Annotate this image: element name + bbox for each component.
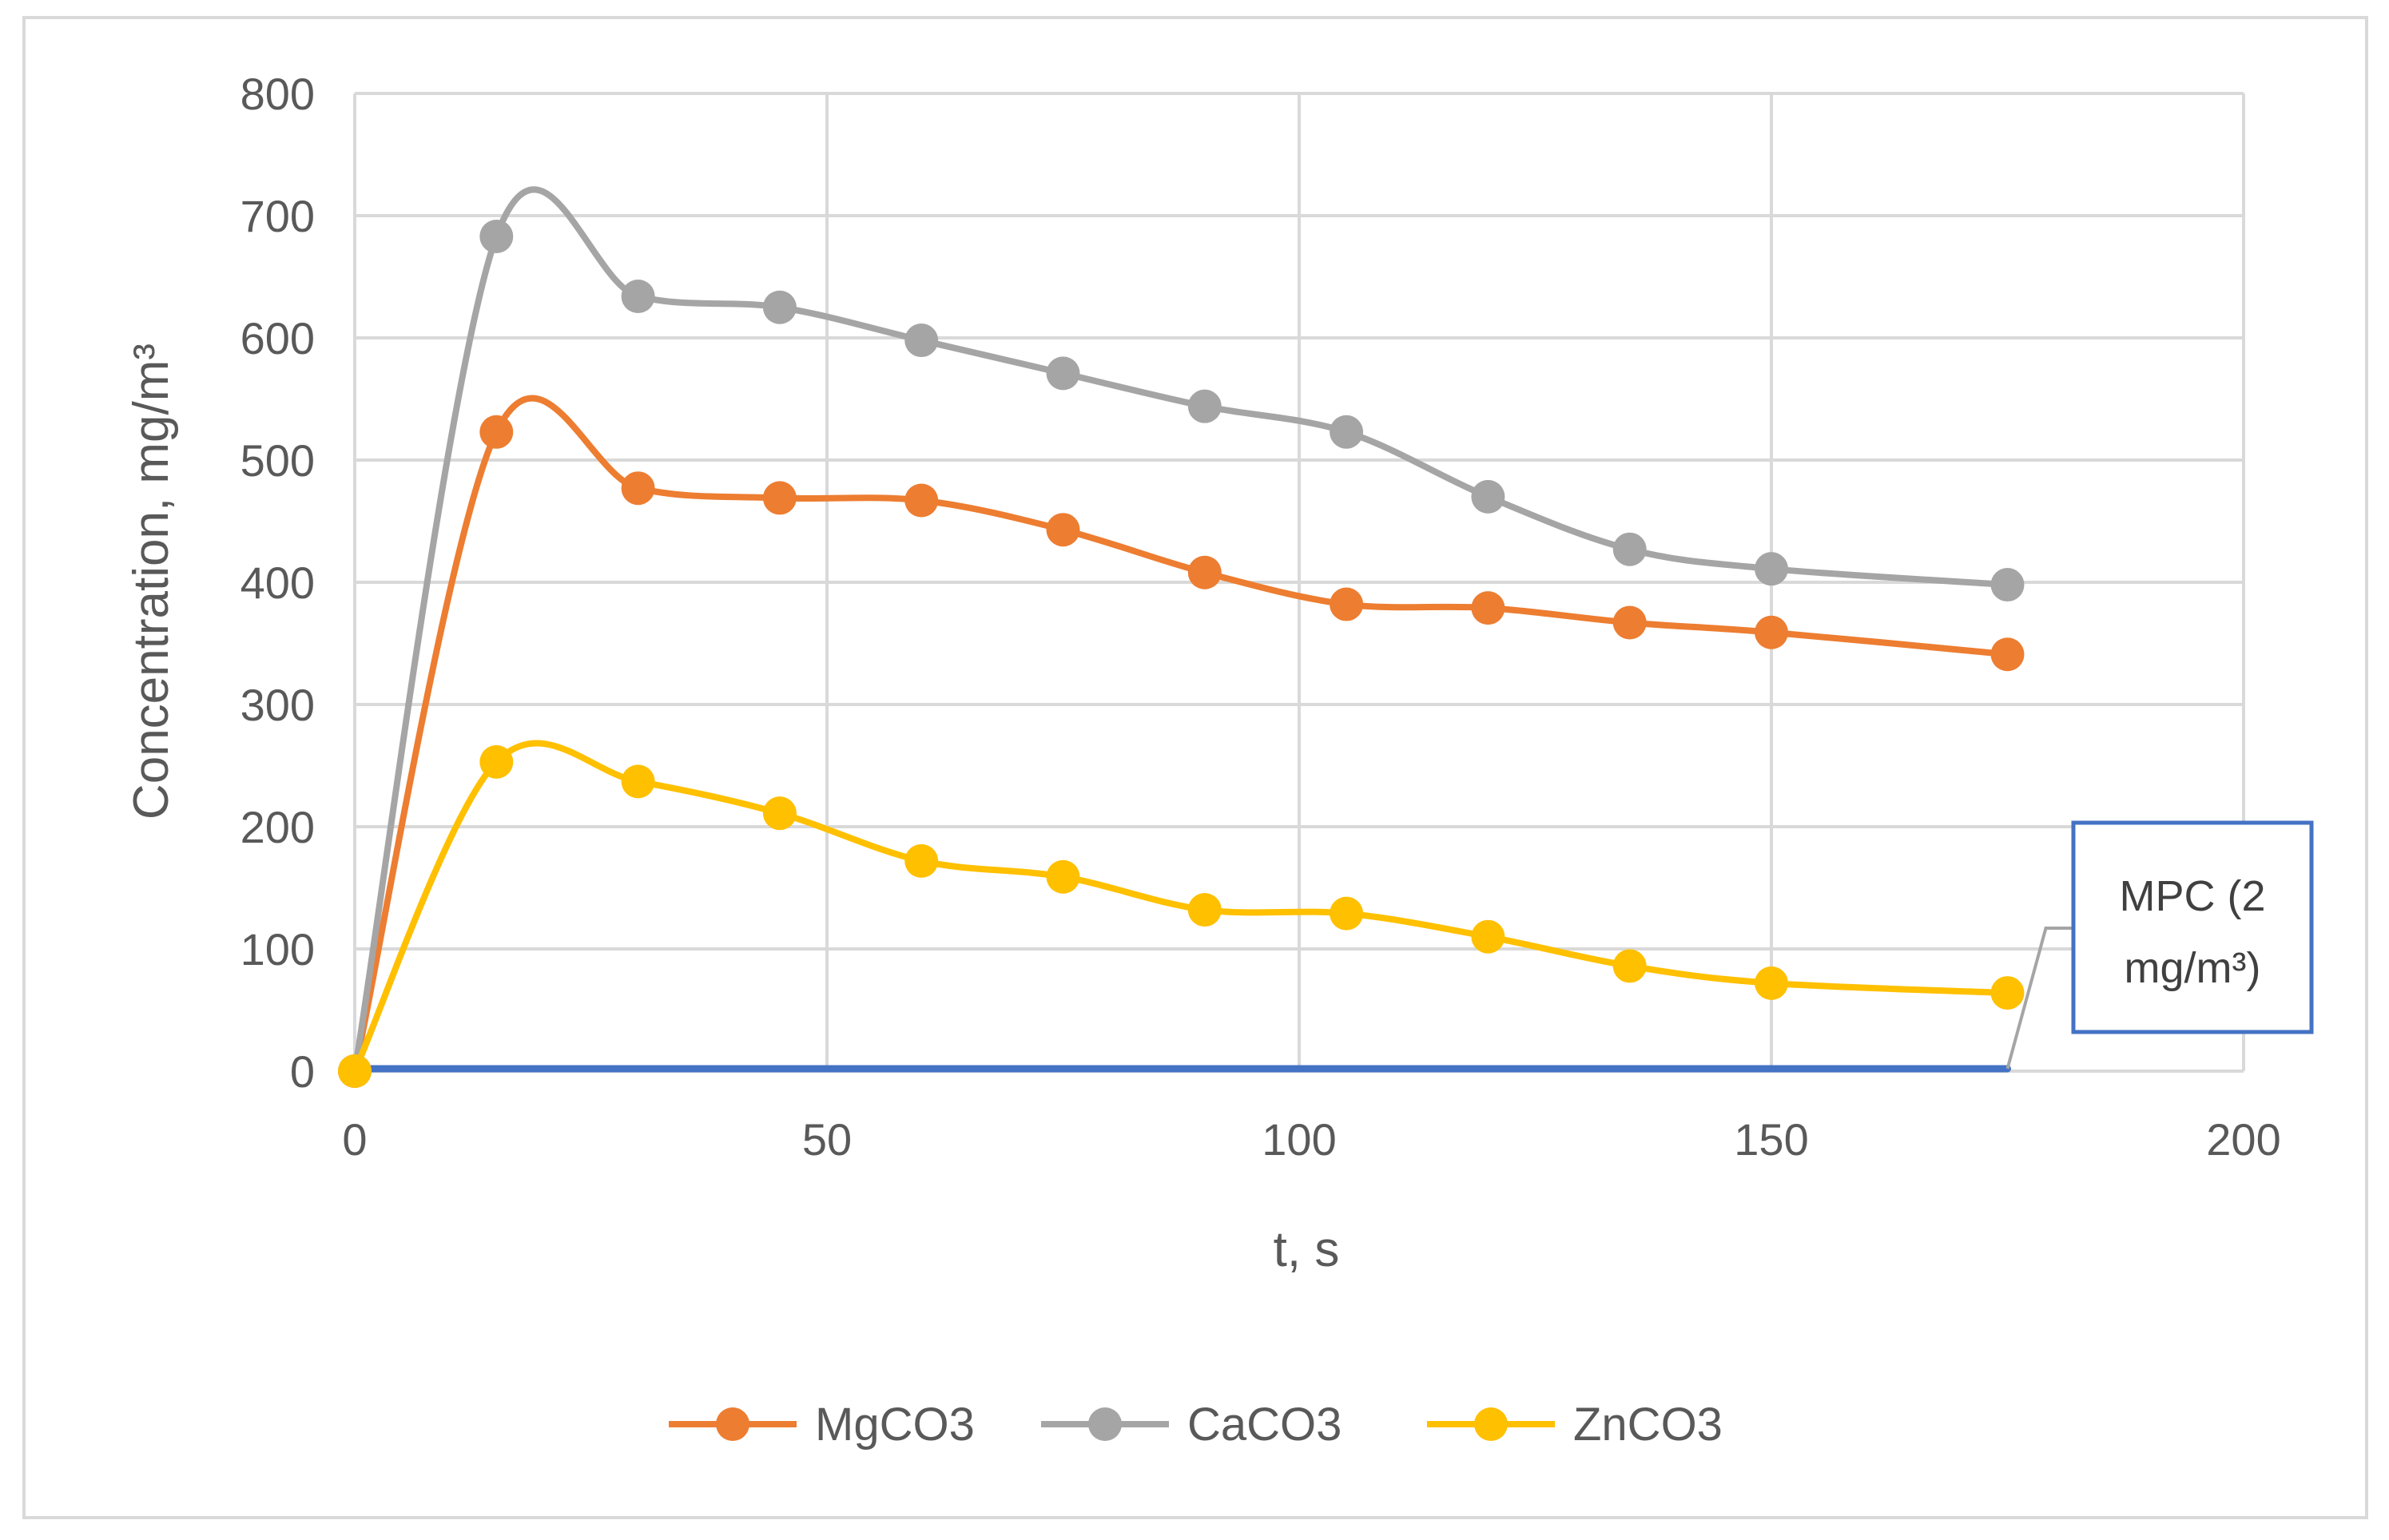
point-mgco3-135 (1612, 605, 1647, 640)
annotation-leader-line (2005, 927, 2073, 1070)
y-axis-title: Concentration, mg/m³ (124, 343, 179, 820)
point-znco3-0 (338, 1054, 372, 1088)
point-caco3-175 (1990, 568, 2025, 602)
point-znco3-105 (1330, 896, 1364, 931)
y-tick-label-200: 200 (240, 802, 315, 852)
point-mgco3-45 (762, 481, 797, 515)
legend-item-mgco3: MgCO3 (669, 1399, 975, 1451)
point-mgco3-75 (1046, 513, 1080, 547)
annotation-text-line2: mg/m³) (2125, 944, 2261, 992)
y-tick-label-700: 700 (240, 191, 315, 241)
mpc-annotation: MPC (2 mg/m³) (2005, 820, 2314, 1070)
point-caco3-15 (479, 220, 514, 254)
y-tick-label-0: 0 (290, 1046, 315, 1097)
point-mgco3-30 (621, 471, 655, 506)
y-tick-label-100: 100 (240, 924, 315, 974)
chart-border (22, 16, 2368, 1519)
legend: MgCO3 CaCO3 ZnCO3 (669, 1399, 1723, 1451)
legend-item-znco3: ZnCO3 (1427, 1399, 1723, 1451)
point-znco3-90 (1187, 893, 1222, 927)
point-caco3-105 (1330, 415, 1364, 449)
legend-marker-mgco3 (716, 1407, 749, 1441)
point-caco3-75 (1046, 356, 1080, 391)
point-znco3-15 (479, 744, 514, 779)
point-caco3-45 (762, 290, 797, 324)
point-caco3-120 (1471, 479, 1505, 514)
y-tick-label-300: 300 (240, 680, 315, 730)
point-caco3-150 (1755, 552, 1788, 586)
point-znco3-45 (762, 796, 797, 831)
point-caco3-30 (621, 279, 655, 313)
point-znco3-135 (1612, 949, 1647, 983)
legend-label-znco3: ZnCO3 (1573, 1399, 1723, 1451)
markers (338, 220, 2025, 1088)
y-tick-label-400: 400 (240, 558, 315, 608)
y-tick-label-600: 600 (240, 313, 315, 363)
annotation-box (2071, 820, 2314, 1034)
x-tick-label-150: 150 (1734, 1114, 1808, 1165)
point-mgco3-175 (1990, 637, 2025, 672)
x-axis-title: t, s (1274, 1222, 1340, 1277)
x-tick-label-200: 200 (2206, 1114, 2280, 1165)
x-tick-label-100: 100 (1262, 1114, 1336, 1165)
series-line-znco3 (352, 740, 2011, 1074)
point-mgco3-105 (1330, 587, 1364, 621)
point-znco3-30 (621, 764, 655, 799)
y-tick-label-500: 500 (240, 435, 315, 486)
point-mgco3-15 (479, 415, 514, 449)
point-znco3-175 (1990, 976, 2025, 1010)
y-tick-label-800: 800 (240, 69, 315, 119)
point-znco3-120 (1471, 919, 1505, 954)
point-mgco3-120 (1471, 591, 1505, 625)
point-mgco3-150 (1755, 615, 1788, 649)
legend-marker-caco3 (1088, 1407, 1122, 1441)
legend-item-caco3: CaCO3 (1041, 1399, 1342, 1451)
legend-label-caco3: CaCO3 (1187, 1399, 1342, 1451)
point-caco3-135 (1612, 532, 1647, 566)
point-caco3-90 (1187, 389, 1222, 423)
point-mgco3-90 (1187, 555, 1222, 589)
point-mgco3-60 (904, 483, 939, 518)
annotation-text-line1: MPC (2 (2119, 872, 2265, 920)
x-tick-label-50: 50 (802, 1114, 852, 1165)
point-caco3-60 (904, 323, 939, 358)
legend-marker-znco3 (1474, 1407, 1508, 1441)
legend-label-mgco3: MgCO3 (815, 1399, 975, 1451)
point-znco3-150 (1755, 966, 1788, 1000)
point-znco3-60 (904, 843, 939, 878)
point-znco3-75 (1046, 859, 1080, 894)
x-tick-label-0: 0 (342, 1114, 367, 1165)
tick-labels: 0 100 200 300 400 500 600 700 800 0 50 100 150 200 (240, 69, 2281, 1165)
